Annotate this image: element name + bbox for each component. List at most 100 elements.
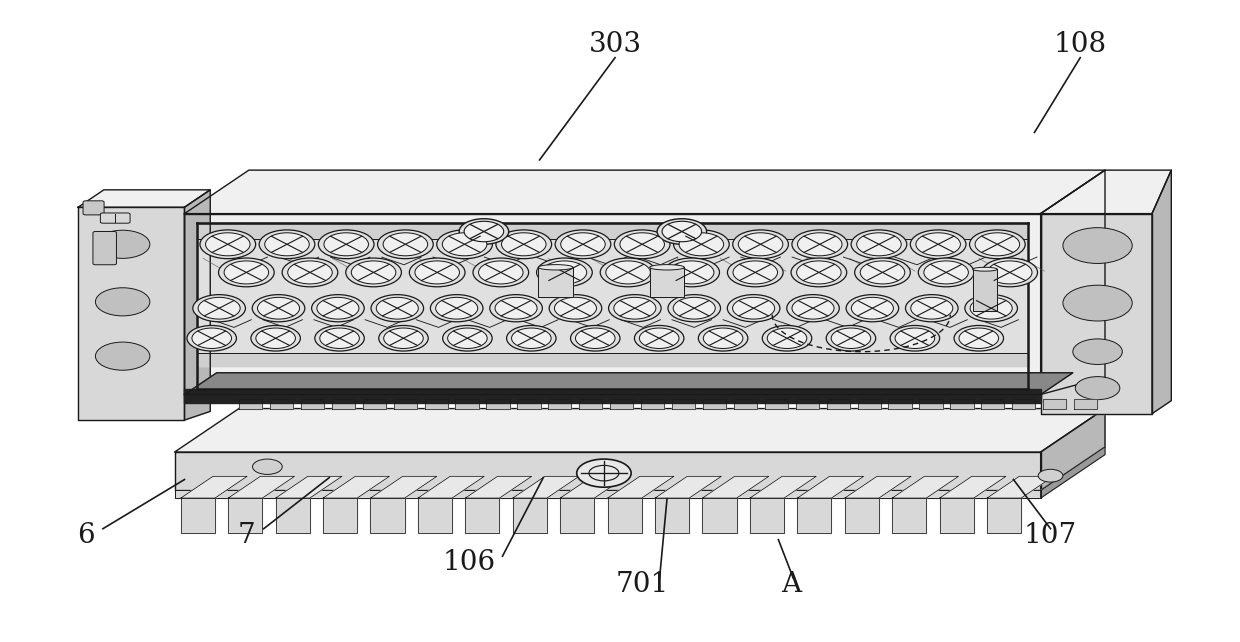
Polygon shape [734,399,758,408]
Circle shape [255,328,295,349]
Polygon shape [513,476,579,498]
Circle shape [218,258,274,287]
Polygon shape [827,399,849,408]
Circle shape [496,230,552,259]
Polygon shape [324,476,389,498]
Circle shape [501,233,546,256]
Circle shape [537,258,593,287]
Circle shape [1063,285,1132,321]
Circle shape [554,297,596,319]
Circle shape [959,328,998,349]
Polygon shape [1152,170,1172,413]
Circle shape [738,233,782,256]
Circle shape [924,261,968,284]
Circle shape [698,325,748,351]
Circle shape [415,261,460,284]
Polygon shape [650,267,684,297]
Polygon shape [797,498,832,534]
Polygon shape [972,269,997,311]
Circle shape [443,233,487,256]
Circle shape [259,230,315,259]
Polygon shape [1040,170,1105,395]
Circle shape [1063,228,1132,263]
Circle shape [575,328,615,349]
Polygon shape [393,399,417,408]
Polygon shape [919,399,942,408]
Circle shape [857,233,901,256]
Circle shape [786,295,839,322]
Circle shape [192,328,232,349]
Polygon shape [703,476,769,498]
Circle shape [890,325,940,351]
Circle shape [495,297,537,319]
Polygon shape [703,399,727,408]
Polygon shape [981,399,1004,408]
Circle shape [319,230,374,259]
Circle shape [620,233,665,256]
Polygon shape [371,476,436,498]
Circle shape [733,261,777,284]
Polygon shape [796,399,818,408]
Polygon shape [889,399,911,408]
Circle shape [614,230,670,259]
Circle shape [95,288,150,316]
Circle shape [560,233,605,256]
Circle shape [668,295,720,322]
Polygon shape [185,390,1040,403]
Polygon shape [940,476,1006,498]
Polygon shape [797,476,863,498]
Ellipse shape [650,265,684,270]
Circle shape [792,297,835,319]
Circle shape [250,325,300,351]
Circle shape [320,328,360,349]
Polygon shape [608,498,642,534]
Polygon shape [844,476,911,498]
Circle shape [846,295,899,322]
FancyBboxPatch shape [93,232,117,265]
Circle shape [680,233,724,256]
Circle shape [673,230,729,259]
Text: 7: 7 [238,522,255,549]
Circle shape [459,219,508,245]
Circle shape [987,261,1032,284]
Circle shape [324,233,368,256]
Polygon shape [185,373,1073,395]
Circle shape [965,295,1018,322]
Polygon shape [465,476,532,498]
Circle shape [351,261,396,284]
Polygon shape [579,399,603,408]
Circle shape [673,297,715,319]
Polygon shape [239,399,262,408]
Polygon shape [610,399,634,408]
Polygon shape [1074,399,1097,408]
Polygon shape [185,190,211,420]
Circle shape [919,258,973,287]
Polygon shape [185,214,1040,395]
Circle shape [288,261,332,284]
Circle shape [252,295,305,322]
Polygon shape [1040,214,1152,413]
Polygon shape [181,498,215,534]
Polygon shape [455,399,479,408]
Circle shape [317,297,358,319]
Circle shape [640,328,680,349]
Circle shape [549,295,601,322]
Text: 6: 6 [77,522,94,549]
Circle shape [796,261,841,284]
Circle shape [910,297,952,319]
Circle shape [895,328,935,349]
Polygon shape [1043,399,1066,408]
Circle shape [464,221,503,242]
Circle shape [311,295,365,322]
Circle shape [283,258,337,287]
Polygon shape [765,399,787,408]
Circle shape [606,261,650,284]
Circle shape [371,295,424,322]
Circle shape [916,233,961,256]
Polygon shape [324,498,357,534]
Circle shape [905,295,959,322]
Circle shape [1038,469,1063,482]
Polygon shape [465,498,500,534]
Polygon shape [641,399,665,408]
Circle shape [703,328,743,349]
